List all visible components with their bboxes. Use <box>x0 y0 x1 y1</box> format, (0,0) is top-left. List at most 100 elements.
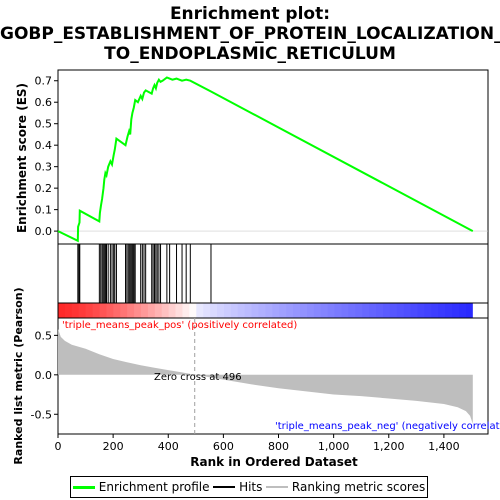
heatmap-cell <box>383 303 390 318</box>
es-y-tick-label: 0.6 <box>35 96 53 109</box>
heatmap-cell <box>397 303 404 318</box>
heatmap-cell <box>431 303 438 318</box>
heatmap-cell <box>369 303 376 318</box>
metric-y-tick-label: 0.5 <box>35 329 53 342</box>
heatmap-cell <box>86 303 93 318</box>
legend: Enrichment profile Hits Ranking metric s… <box>70 476 428 498</box>
enrichment-panel: 0.0 0.1 0.2 0.3 0.4 0.5 0.6 0.7 <box>35 70 489 244</box>
heatmap-cell <box>279 303 286 318</box>
ranking-metric-panel: 0.5 0.0 -0.5 <box>31 318 488 434</box>
heatmap-cell <box>404 303 411 318</box>
heatmap-cell <box>293 303 300 318</box>
x-tick-label: 200 <box>103 440 124 453</box>
metric-y-tick-label: 0.0 <box>35 369 53 382</box>
x-tick-label: 1,000 <box>318 440 350 453</box>
heatmap-cell <box>355 303 362 318</box>
rank-heatmap <box>58 303 488 318</box>
y-axis-label-metric: Ranked list metric (Pearson) <box>12 287 25 464</box>
heatmap-cell <box>210 303 217 318</box>
heatmap-cell <box>65 303 72 318</box>
x-axis-label: Rank in Ordered Dataset <box>190 455 358 469</box>
heatmap-cell <box>189 303 196 318</box>
heatmap-cell <box>321 303 328 318</box>
legend-item-metric: Ranking metric scores <box>266 480 425 494</box>
heatmap-cell <box>459 303 466 318</box>
heatmap-cell <box>169 303 176 318</box>
heatmap-cell <box>58 303 65 318</box>
heatmap-cell <box>390 303 397 318</box>
heatmap-cell <box>79 303 86 318</box>
x-tick-label: 800 <box>268 440 289 453</box>
y-axis-label-es: Enrichment score (ES) <box>15 83 29 233</box>
es-y-tick-label: 0.0 <box>35 225 53 238</box>
positive-correlation-label: 'triple_means_peak_pos' (positively corr… <box>62 320 297 331</box>
heatmap-cell <box>314 303 321 318</box>
heatmap-cell <box>141 303 148 318</box>
legend-swatch-enrichment <box>73 486 95 489</box>
x-tick-label: 600 <box>213 440 234 453</box>
heatmap-cell <box>155 303 162 318</box>
heatmap-cell <box>252 303 259 318</box>
zero-cross-label: Zero cross at 496 <box>154 372 242 383</box>
es-y-tick-label: 0.4 <box>35 139 53 152</box>
heatmap-cell <box>217 303 224 318</box>
hits-panel <box>58 244 488 303</box>
heatmap-cell <box>376 303 383 318</box>
x-tick-label: 400 <box>158 440 179 453</box>
heatmap-cell <box>162 303 169 318</box>
hits-frame <box>58 244 488 303</box>
heatmap-cell <box>113 303 120 318</box>
heatmap-cell <box>335 303 342 318</box>
x-tick-label: 1,200 <box>373 440 405 453</box>
heatmap-cell <box>286 303 293 318</box>
heatmap-cell <box>300 303 307 318</box>
heatmap-cell <box>182 303 189 318</box>
heatmap-cell <box>224 303 231 318</box>
heatmap-cell <box>348 303 355 318</box>
heatmap-cell <box>176 303 183 318</box>
heatmap-cell <box>466 303 473 318</box>
x-tick-label: 1,400 <box>428 440 460 453</box>
legend-item-hits: Hits <box>213 480 262 494</box>
heatmap-cell <box>418 303 425 318</box>
heatmap-cell <box>231 303 238 318</box>
legend-label-hits: Hits <box>239 480 262 494</box>
heatmap-cell <box>134 303 141 318</box>
heatmap-cell <box>438 303 445 318</box>
heatmap-cell <box>307 303 314 318</box>
heatmap-cell <box>411 303 418 318</box>
heatmap-cell <box>245 303 252 318</box>
legend-item-enrichment: Enrichment profile <box>73 480 210 494</box>
heatmap-cell <box>445 303 452 318</box>
heatmap-cell <box>341 303 348 318</box>
es-y-tick-label: 0.2 <box>35 182 53 195</box>
heatmap-cell <box>272 303 279 318</box>
heatmap-cell <box>93 303 100 318</box>
heatmap-cell <box>127 303 134 318</box>
negative-correlation-label: 'triple_means_peak_neg' (negatively corr… <box>275 421 500 432</box>
es-y-tick-label: 0.1 <box>35 204 53 217</box>
heatmap-cell <box>106 303 113 318</box>
heatmap-cell <box>99 303 106 318</box>
heatmap-pad <box>473 303 488 318</box>
es-y-tick-label: 0.5 <box>35 118 53 131</box>
metric-y-tick-label: -0.5 <box>31 408 52 421</box>
heatmap-cell <box>196 303 203 318</box>
x-tick-label: 0 <box>55 440 62 453</box>
heatmap-cell <box>120 303 127 318</box>
heatmap-cell <box>238 303 245 318</box>
legend-swatch-metric <box>266 486 288 488</box>
legend-label-metric: Ranking metric scores <box>292 480 425 494</box>
heatmap-cell <box>265 303 272 318</box>
heatmap-cell <box>328 303 335 318</box>
legend-swatch-hits <box>213 486 235 488</box>
heatmap-cell <box>424 303 431 318</box>
enrichment-frame <box>58 70 488 244</box>
es-y-tick-label: 0.7 <box>35 75 53 88</box>
heatmap-cell <box>452 303 459 318</box>
legend-label-enrichment: Enrichment profile <box>99 480 210 494</box>
heatmap-cell <box>148 303 155 318</box>
es-y-tick-label: 0.3 <box>35 161 53 174</box>
heatmap-cell <box>362 303 369 318</box>
heatmap-cell <box>72 303 79 318</box>
